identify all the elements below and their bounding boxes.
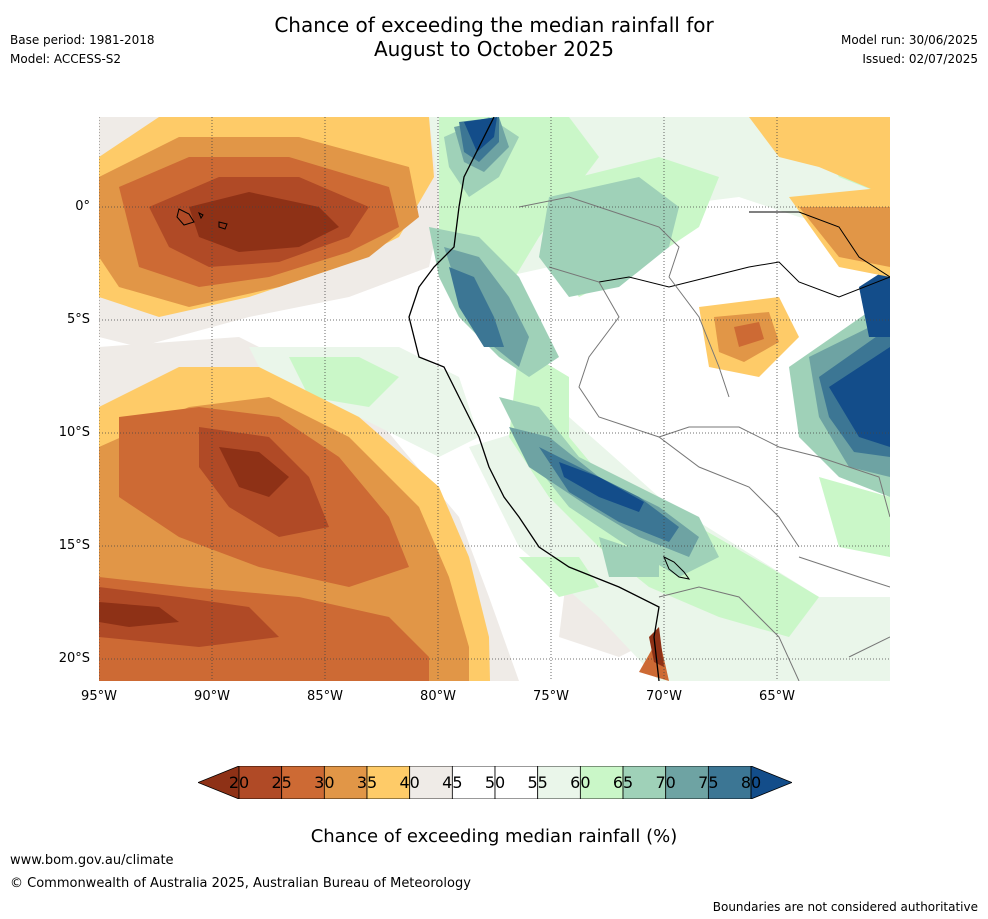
lon-label-75w: 75°W xyxy=(533,689,569,704)
title-line-2: August to October 2025 xyxy=(373,37,615,61)
lat-label-15s: 15°S xyxy=(58,538,90,553)
rainfall-map xyxy=(99,117,890,681)
amazon-river xyxy=(598,261,890,298)
lon-label-95w: 95°W xyxy=(81,689,117,704)
colorbar-tick-label: 20 xyxy=(228,773,250,792)
map-title: Chance of exceeding the median rainfall … xyxy=(0,13,988,61)
colorbar-tick-label: 30 xyxy=(314,773,335,792)
copyright-text: © Commonwealth of Australia 2025, Austra… xyxy=(10,876,471,891)
colorbar-tick-label: 35 xyxy=(356,773,378,792)
model-text: Model: ACCESS-S2 xyxy=(10,52,122,66)
lon-label-90w: 90°W xyxy=(194,689,230,704)
colorbar xyxy=(196,765,794,800)
base-period-text: Base period: 1981-2018 xyxy=(10,33,155,47)
issued-text: Issued: 02/07/2025 xyxy=(862,52,978,66)
colorbar-swatch xyxy=(537,765,581,800)
shade-above-80 xyxy=(464,117,890,512)
colorbar-tick-label: 80 xyxy=(740,773,762,792)
coastline xyxy=(408,117,660,681)
colorbar-swatch xyxy=(579,765,624,800)
lat-label-5s: 5°S xyxy=(66,312,90,327)
lat-label-0: 0° xyxy=(75,199,90,214)
colorbar-tick-label: 75 xyxy=(698,773,719,792)
colorbar-extension-high xyxy=(750,765,794,800)
colorbar-tick-label: 70 xyxy=(655,773,676,792)
website-link[interactable]: www.bom.gov.au/climate xyxy=(10,853,174,868)
northern-coastline xyxy=(749,211,890,278)
colorbar-tick-label: 50 xyxy=(484,773,506,792)
rainfall-map-svg xyxy=(99,117,890,681)
title-line-1: Chance of exceeding the median rainfall … xyxy=(274,13,714,37)
lon-label-80w: 80°W xyxy=(420,689,456,704)
country-boundaries xyxy=(518,196,890,681)
colorbar-swatch xyxy=(238,765,283,800)
graticule xyxy=(99,117,890,681)
lon-label-70w: 70°W xyxy=(646,689,682,704)
lon-label-85w: 85°W xyxy=(307,689,343,704)
colorbar-swatch xyxy=(409,765,453,800)
colorbar-swatch xyxy=(494,765,539,800)
colorbar-svg xyxy=(196,765,794,800)
colorbar-swatch xyxy=(366,765,411,800)
lon-label-65w: 65°W xyxy=(759,689,795,704)
colorbar-title: Chance of exceeding median rainfall (%) xyxy=(310,826,678,847)
lat-label-10s: 10°S xyxy=(58,425,90,440)
disclaimer-text: Boundaries are not considered authoritat… xyxy=(712,900,978,914)
colorbar-swatch xyxy=(622,765,667,800)
colorbar-tick-label: 45 xyxy=(442,773,463,792)
lat-label-20s: 20°S xyxy=(58,651,90,666)
colorbar-tick-label: 60 xyxy=(570,773,591,792)
model-run-text: Model run: 30/06/2025 xyxy=(840,33,978,47)
colorbar-tick-label: 40 xyxy=(399,773,420,792)
colorbar-tick-label: 25 xyxy=(271,773,292,792)
lake-titicaca xyxy=(663,555,691,580)
colorbar-tick-label: 55 xyxy=(527,773,548,792)
galapagos-islands xyxy=(176,208,228,230)
shade-below-20 xyxy=(99,192,664,667)
colorbar-tick-label: 65 xyxy=(612,773,634,792)
